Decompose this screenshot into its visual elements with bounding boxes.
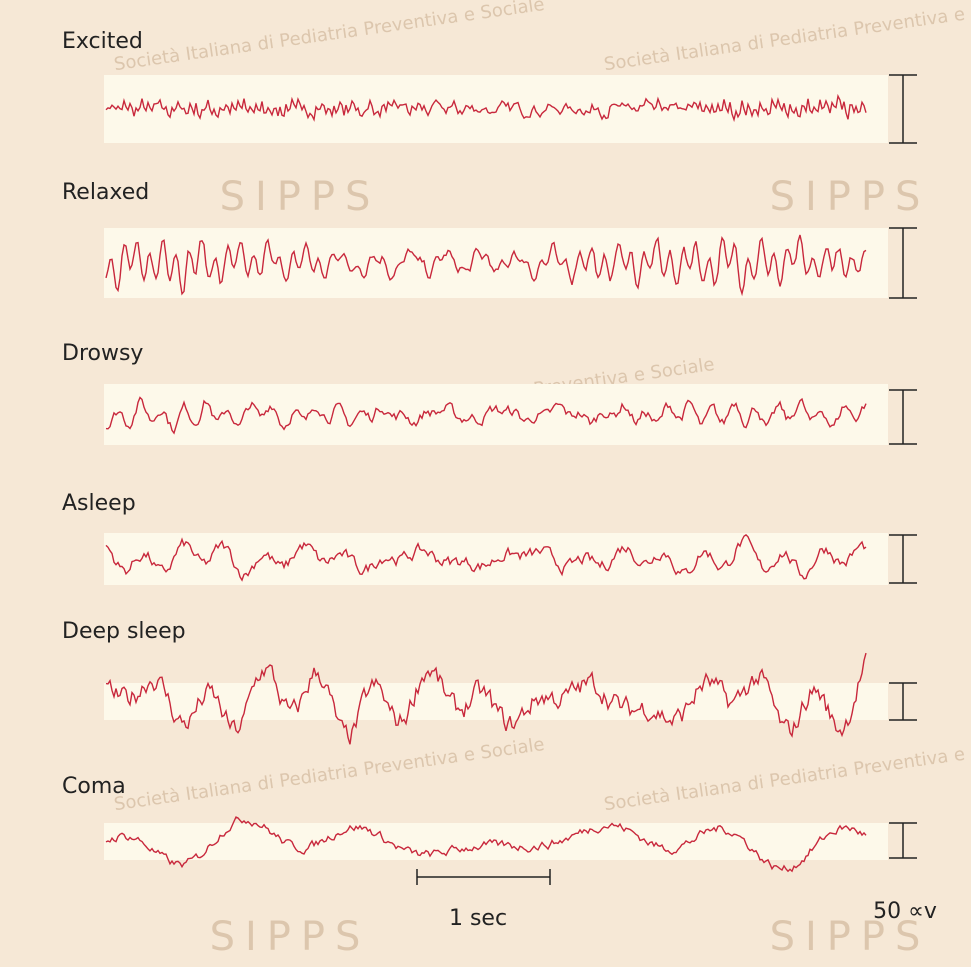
eeg-figure: Società Italiana di Pediatria Preventiva… <box>0 0 971 963</box>
trace-band <box>104 384 888 445</box>
page: Società Italiana di Pediatria Preventiva… <box>0 0 971 967</box>
trace-label: Coma <box>62 774 126 799</box>
trace-label: Drowsy <box>62 341 143 366</box>
trace-label: Relaxed <box>62 180 149 205</box>
watermark-acronym: SIPPS <box>210 914 371 960</box>
background <box>0 0 971 963</box>
time-scale-label: 1 sec <box>449 906 507 931</box>
trace-label: Deep sleep <box>62 619 186 644</box>
trace-label: Asleep <box>62 491 136 516</box>
amplitude-scale-label: 50 ∝v <box>873 899 937 924</box>
watermark-acronym: SIPPS <box>220 174 381 220</box>
watermark-acronym: SIPPS <box>770 174 931 220</box>
trace-label: Excited <box>62 29 143 54</box>
